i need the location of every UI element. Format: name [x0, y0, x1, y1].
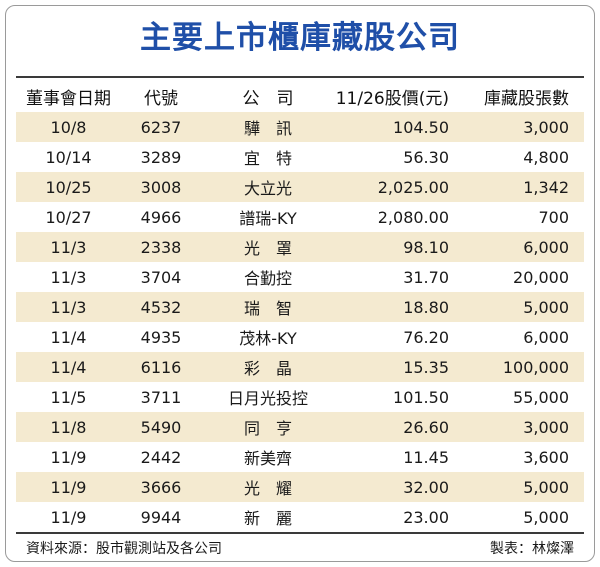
cell-price: 32.00	[403, 477, 449, 497]
cell-date: 11/3	[50, 297, 87, 317]
header-date: 董事會日期	[26, 88, 111, 109]
cell-code: 9944	[140, 507, 182, 527]
cell-code: 6116	[140, 357, 182, 377]
cell-lots: 100,000	[502, 357, 569, 377]
cell-lots: 6,000	[523, 327, 569, 347]
cell-code: 2338	[140, 237, 182, 257]
cell-price: 2,025.00	[377, 177, 449, 197]
cell-name: 茂林-KY	[239, 329, 297, 348]
cell-date: 11/9	[50, 447, 87, 467]
cell-price: 2,080.00	[377, 207, 449, 227]
table-row: 10/8 6237 驊 訊 104.50 3,000	[16, 112, 584, 142]
cell-code: 4532	[140, 297, 182, 317]
cell-name: 同 亨	[243, 419, 292, 438]
header-code: 代號	[144, 88, 178, 109]
cell-lots: 55,000	[513, 387, 569, 407]
cell-name: 新 麗	[243, 509, 292, 528]
header-name: 公 司	[242, 88, 294, 109]
cell-name: 光 罩	[243, 239, 292, 258]
cell-name: 宜 特	[243, 149, 292, 168]
cell-price: 18.80	[403, 297, 449, 317]
table-row: 10/25 3008 大立光 2,025.00 1,342	[16, 172, 584, 202]
cell-date: 10/25	[45, 177, 92, 197]
cell-lots: 6,000	[523, 237, 569, 257]
cell-price: 76.20	[403, 327, 449, 347]
table-row: 11/3 2338 光 罩 98.10 6,000	[16, 232, 584, 262]
table-row: 11/5 3711 日月光投控 101.50 55,000	[16, 382, 584, 412]
source-note: 資料來源：股市觀測站及各公司	[26, 541, 222, 557]
cell-lots: 3,600	[523, 447, 569, 467]
cell-price: 26.60	[403, 417, 449, 437]
table-card: 主要上市櫃庫藏股公司 董事會日期 代號 公 司 11/26股價(元) 庫藏股張數…	[5, 5, 595, 562]
cell-lots: 5,000	[523, 477, 569, 497]
cell-name: 瑞 智	[243, 299, 292, 318]
table-body: 10/8 6237 驊 訊 104.50 3,000 10/14 3289 宜 …	[16, 112, 584, 532]
table-row: 10/27 4966 譜瑞-KY 2,080.00 700	[16, 202, 584, 232]
cell-code: 3666	[140, 477, 182, 497]
table-row: 11/4 6116 彩 晶 15.35 100,000	[16, 352, 584, 382]
cell-lots: 1,342	[523, 177, 569, 197]
cell-lots: 20,000	[513, 267, 569, 287]
table-row: 11/4 4935 茂林-KY 76.20 6,000	[16, 322, 584, 352]
cell-name: 新美齊	[243, 449, 292, 468]
cell-lots: 5,000	[523, 297, 569, 317]
cell-code: 3289	[140, 147, 182, 167]
header-lots: 庫藏股張數	[484, 88, 569, 109]
table-header: 董事會日期 代號 公 司 11/26股價(元) 庫藏股張數	[16, 76, 584, 115]
cell-date: 10/14	[45, 147, 92, 167]
cell-price: 31.70	[403, 267, 449, 287]
table-row: 11/9 2442 新美齊 11.45 3,600	[16, 442, 584, 472]
cell-price: 56.30	[403, 147, 449, 167]
cell-code: 3711	[140, 387, 182, 407]
cell-date: 11/9	[50, 477, 87, 497]
cell-date: 11/3	[50, 267, 87, 287]
cell-name: 譜瑞-KY	[239, 209, 297, 228]
cell-lots: 700	[538, 207, 569, 227]
table-row: 11/8 5490 同 亨 26.60 3,000	[16, 412, 584, 442]
table-row: 10/14 3289 宜 特 56.30 4,800	[16, 142, 584, 172]
cell-price: 11.45	[403, 447, 449, 467]
cell-lots: 5,000	[523, 507, 569, 527]
cell-lots: 3,000	[523, 117, 569, 137]
cell-date: 10/27	[45, 207, 92, 227]
cell-code: 3704	[140, 267, 182, 287]
cell-code: 4935	[140, 327, 182, 347]
cell-date: 11/9	[50, 507, 87, 527]
cell-lots: 3,000	[523, 417, 569, 437]
header-price: 11/26股價(元)	[335, 88, 449, 109]
cell-name: 光 耀	[243, 479, 292, 498]
table-title: 主要上市櫃庫藏股公司	[140, 20, 460, 56]
cell-date: 10/8	[50, 117, 87, 137]
table-row: 11/3 4532 瑞 智 18.80 5,000	[16, 292, 584, 322]
cell-lots: 4,800	[523, 147, 569, 167]
cell-name: 日月光投控	[227, 389, 308, 408]
cell-price: 23.00	[403, 507, 449, 527]
cell-price: 101.50	[393, 387, 449, 407]
cell-date: 11/4	[50, 357, 87, 377]
cell-date: 11/4	[50, 327, 87, 347]
cell-date: 11/8	[50, 417, 87, 437]
cell-name: 驊 訊	[243, 119, 292, 138]
table-row: 11/9 3666 光 耀 32.00 5,000	[16, 472, 584, 502]
table-footer: 資料來源：股市觀測站及各公司 製表：林燦澤	[16, 532, 584, 561]
cell-code: 5490	[140, 417, 182, 437]
cell-name: 大立光	[243, 179, 292, 198]
author-note: 製表：林燦澤	[490, 541, 574, 557]
cell-code: 3008	[140, 177, 182, 197]
cell-price: 15.35	[403, 357, 449, 377]
cell-name: 彩 晶	[243, 359, 292, 378]
cell-price: 98.10	[403, 237, 449, 257]
cell-price: 104.50	[393, 117, 449, 137]
cell-date: 11/5	[50, 387, 87, 407]
cell-name: 合勤控	[243, 269, 292, 288]
cell-code: 6237	[140, 117, 182, 137]
table-row: 11/3 3704 合勤控 31.70 20,000	[16, 262, 584, 292]
cell-date: 11/3	[50, 237, 87, 257]
cell-code: 4966	[140, 207, 182, 227]
cell-code: 2442	[140, 447, 182, 467]
table-row: 11/9 9944 新 麗 23.00 5,000	[16, 502, 584, 532]
